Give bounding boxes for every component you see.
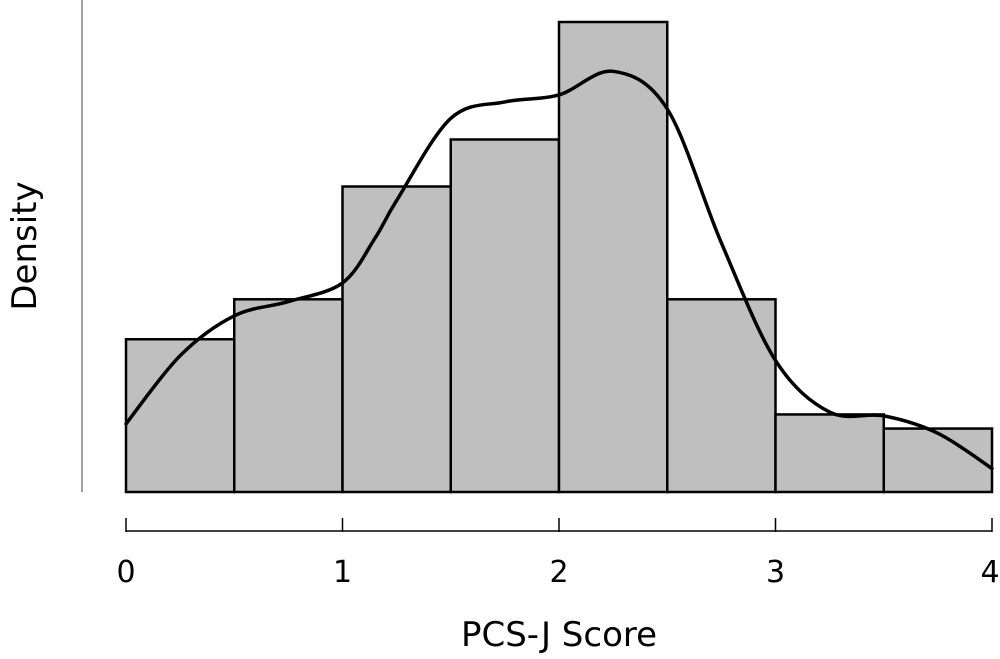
histogram-bar-3: [449, 138, 561, 494]
histogram-bar-0: [124, 338, 236, 494]
density-curve: [124, 69, 994, 471]
y-axis-title: Density: [5, 181, 45, 310]
histogram-bar-4: [557, 20, 669, 494]
x-tick-label-1: 1: [333, 555, 352, 590]
histogram-bars: [124, 20, 994, 494]
x-tick-label-2: 2: [549, 555, 568, 590]
x-tick-label-0: 0: [116, 555, 135, 590]
x-axis-title: PCS-J Score: [461, 615, 657, 655]
x-tick-label-4: 4: [980, 555, 999, 590]
histogram-bar-6: [774, 413, 885, 494]
histogram-bar-7: [882, 427, 994, 494]
x-tick-label-3: 3: [766, 555, 785, 590]
histogram-bar-2: [341, 185, 452, 494]
histogram-bar-5: [666, 298, 777, 494]
x-axis-ticks: 0 1 2 3 4: [116, 518, 1000, 590]
histogram-bar-1: [233, 298, 344, 494]
